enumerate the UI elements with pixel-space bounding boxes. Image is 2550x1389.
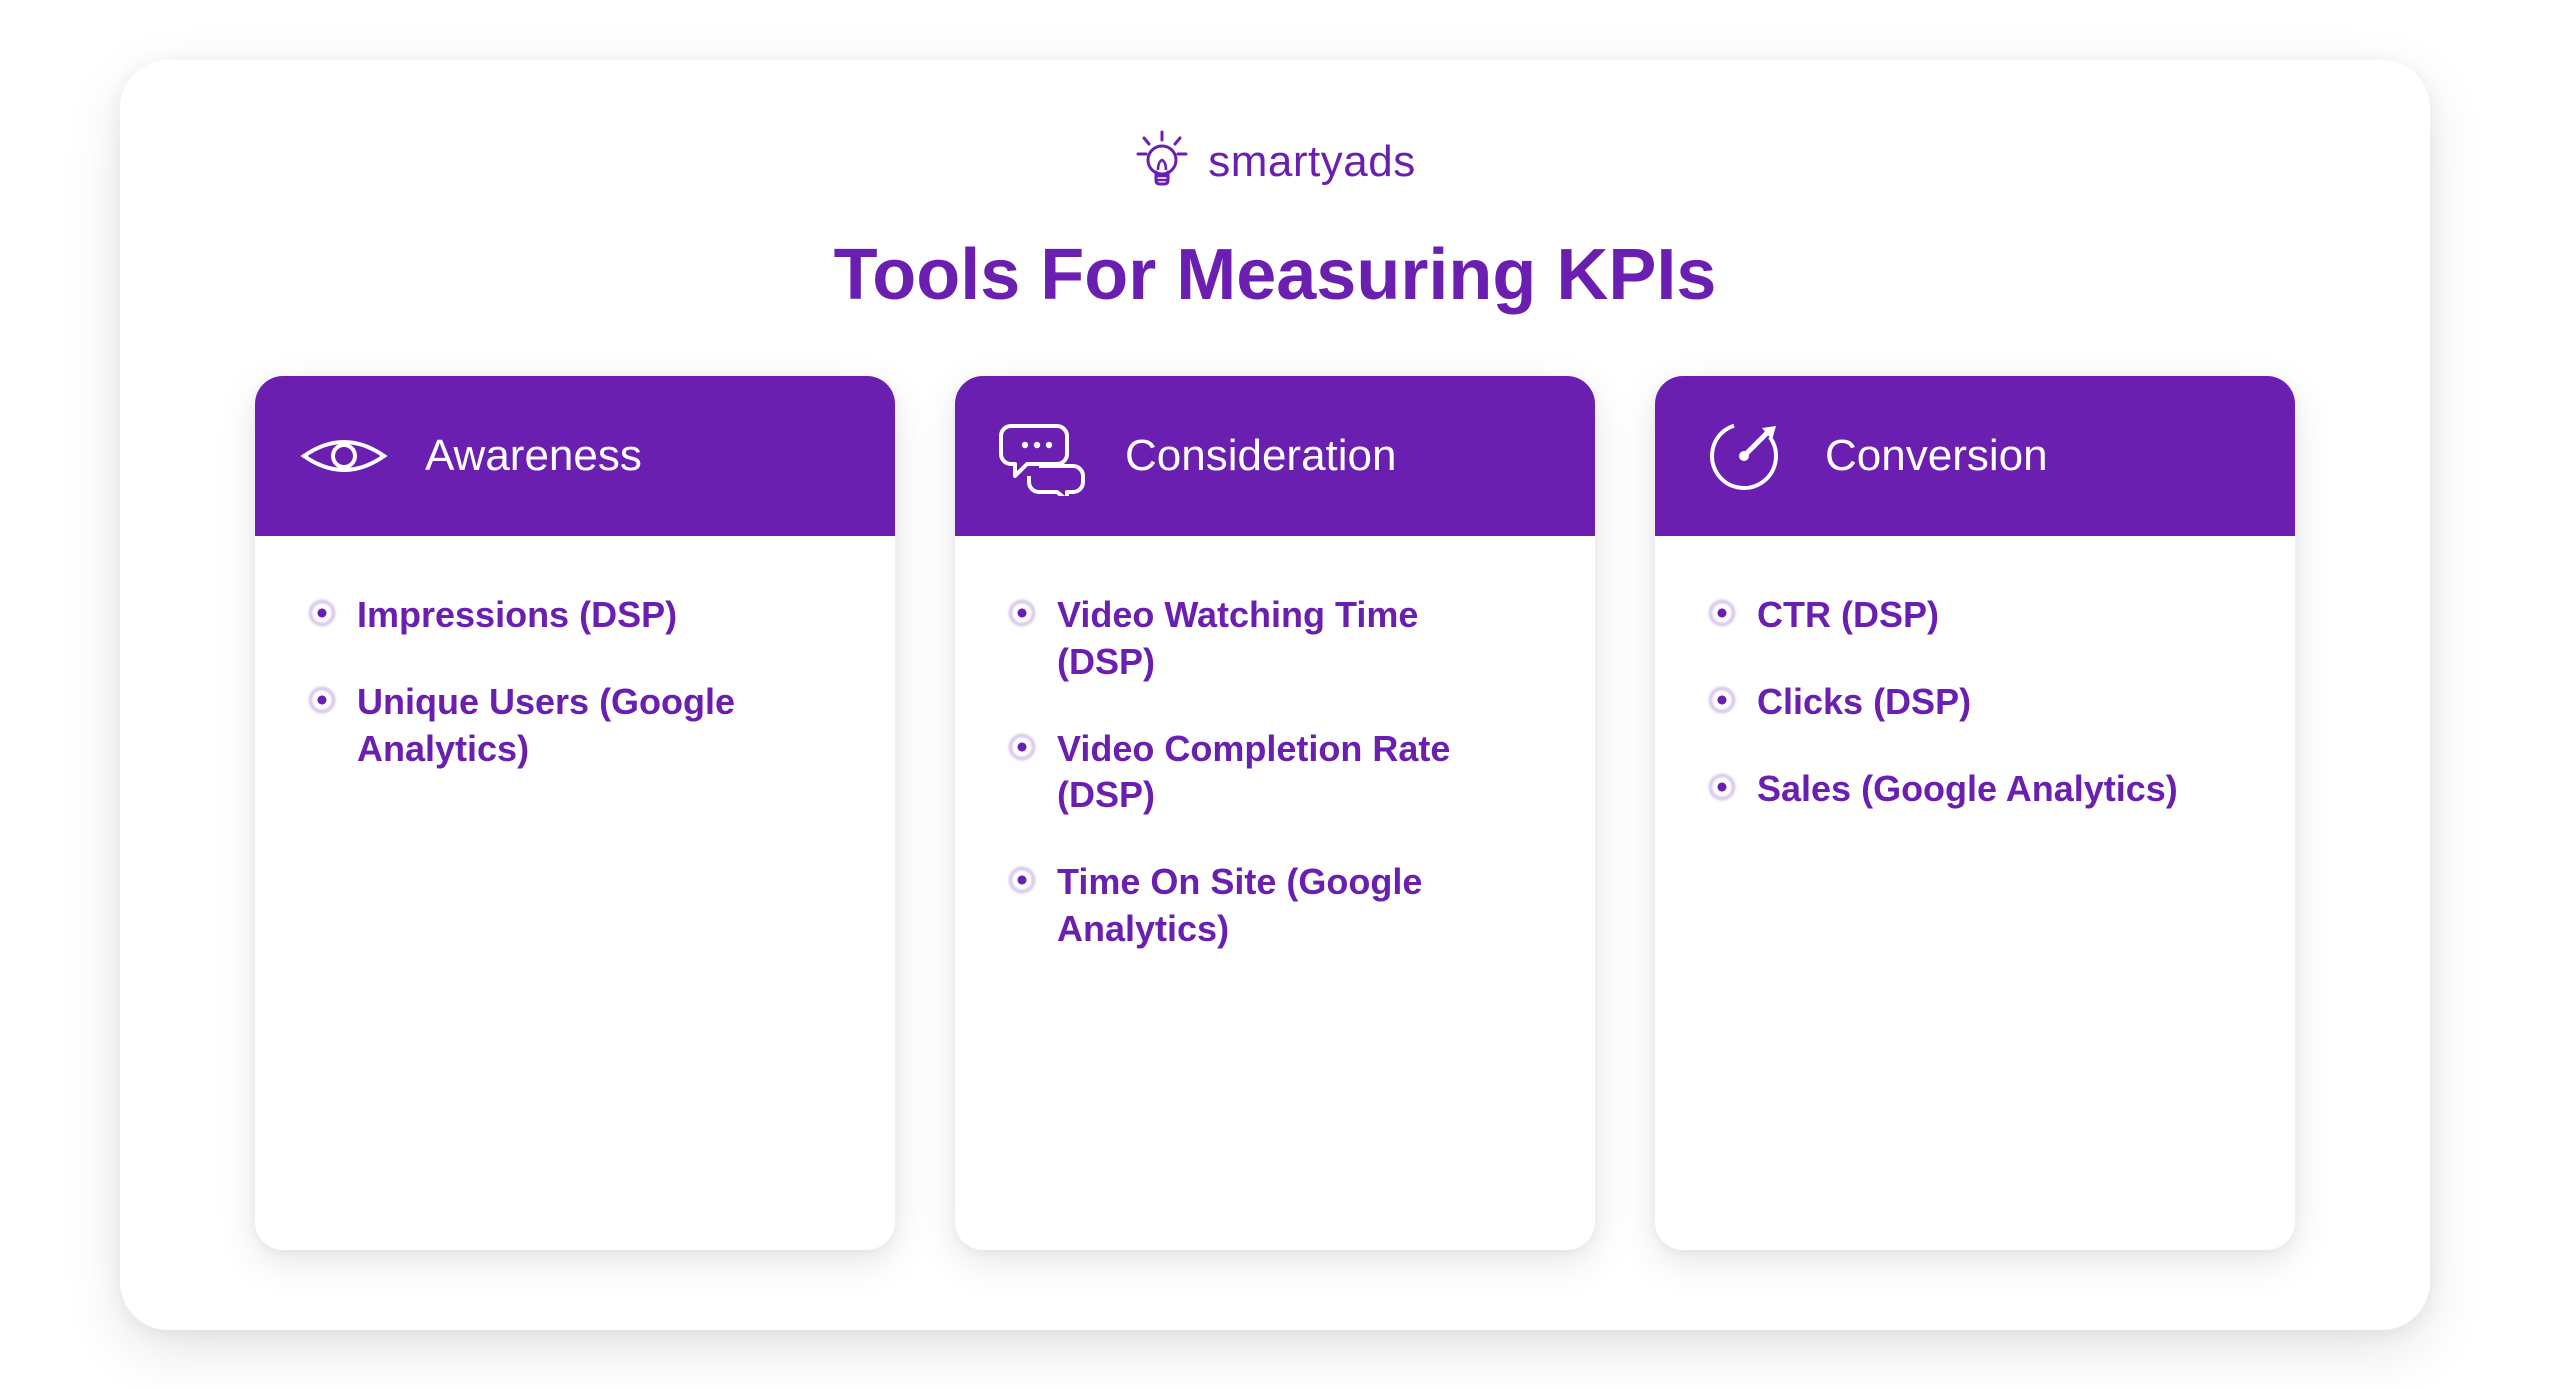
item-text: Video Watching Time (DSP) — [1057, 592, 1517, 686]
target-arrow-icon — [1699, 411, 1789, 501]
card-title-awareness: Awareness — [425, 431, 642, 481]
cards-row: Awareness Impressions (DSP) Unique Users… — [200, 376, 2350, 1250]
card-title-consideration: Consideration — [1125, 431, 1397, 481]
card-header-awareness: Awareness — [255, 376, 895, 536]
lightbulb-icon — [1134, 130, 1190, 194]
bullet-icon — [1011, 869, 1033, 891]
item-text: Impressions (DSP) — [357, 592, 677, 639]
card-header-consideration: Consideration — [955, 376, 1595, 536]
list-item: Clicks (DSP) — [1711, 679, 2247, 726]
list-item: Impressions (DSP) — [311, 592, 847, 639]
bullet-icon — [311, 689, 333, 711]
bullet-icon — [1011, 602, 1033, 624]
list-item: Sales (Google Analytics) — [1711, 766, 2247, 813]
card-conversion: Conversion CTR (DSP) Clicks (DSP) — [1655, 376, 2295, 1250]
main-panel: smartyads Tools For Measuring KPIs Aware… — [120, 60, 2430, 1330]
item-text: Clicks (DSP) — [1757, 679, 1971, 726]
bullet-icon — [311, 602, 333, 624]
list-item: Video Watching Time (DSP) — [1011, 592, 1547, 686]
bullet-icon — [1711, 602, 1733, 624]
item-text: Unique Users (Google Analytics) — [357, 679, 817, 773]
card-header-conversion: Conversion — [1655, 376, 2295, 536]
brand-name: smartyads — [1208, 137, 1415, 187]
list-item: Time On Site (Google Analytics) — [1011, 859, 1547, 953]
eye-icon — [299, 411, 389, 501]
brand: smartyads — [1134, 130, 1415, 194]
card-title-conversion: Conversion — [1825, 431, 2048, 481]
card-body-awareness: Impressions (DSP) Unique Users (Google A… — [255, 536, 895, 1250]
bullet-icon — [1711, 776, 1733, 798]
item-text: Time On Site (Google Analytics) — [1057, 859, 1517, 953]
item-text: Video Completion Rate (DSP) — [1057, 726, 1517, 820]
card-body-conversion: CTR (DSP) Clicks (DSP) Sales (Google Ana… — [1655, 536, 2295, 1250]
item-text: CTR (DSP) — [1757, 592, 1939, 639]
bullet-icon — [1011, 736, 1033, 758]
page-title: Tools For Measuring KPIs — [834, 234, 1717, 316]
card-body-consideration: Video Watching Time (DSP) Video Completi… — [955, 536, 1595, 1250]
stage: smartyads Tools For Measuring KPIs Aware… — [0, 0, 2550, 1389]
list-item: Video Completion Rate (DSP) — [1011, 726, 1547, 820]
chat-icon — [999, 411, 1089, 501]
list-item: CTR (DSP) — [1711, 592, 2247, 639]
bullet-icon — [1711, 689, 1733, 711]
item-text: Sales (Google Analytics) — [1757, 766, 2178, 813]
card-consideration: Consideration Video Watching Time (DSP) … — [955, 376, 1595, 1250]
card-awareness: Awareness Impressions (DSP) Unique Users… — [255, 376, 895, 1250]
list-item: Unique Users (Google Analytics) — [311, 679, 847, 773]
